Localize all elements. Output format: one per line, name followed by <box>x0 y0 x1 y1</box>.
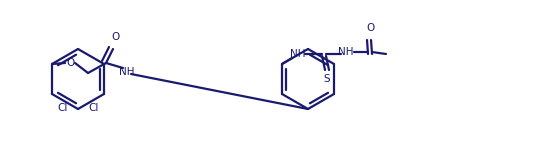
Text: O: O <box>111 32 119 42</box>
Text: O: O <box>366 23 374 33</box>
Text: Cl: Cl <box>88 103 99 113</box>
Text: O: O <box>66 58 74 68</box>
Text: NH: NH <box>338 47 354 57</box>
Text: Cl: Cl <box>57 103 68 113</box>
Text: NH: NH <box>291 49 306 59</box>
Text: NH: NH <box>120 67 135 77</box>
Text: S: S <box>324 74 330 84</box>
